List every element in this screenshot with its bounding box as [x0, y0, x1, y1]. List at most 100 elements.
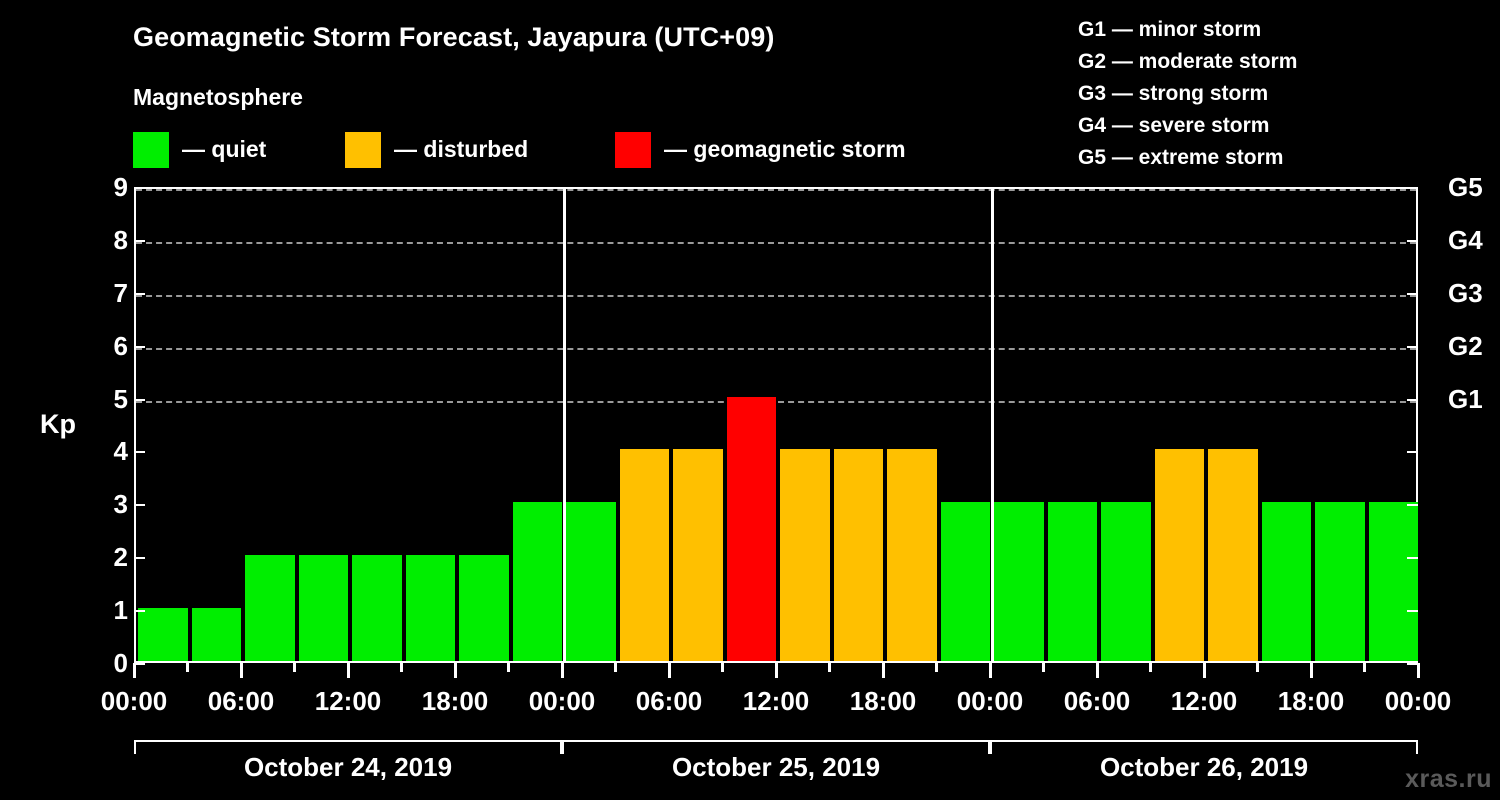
- x-tick-label-12: 00:00: [1384, 686, 1452, 716]
- kp-bar: [673, 449, 723, 661]
- day-label-2: October 25, 2019: [671, 752, 881, 782]
- x-tick-label-0: 00:00: [100, 686, 168, 716]
- x-tick-label-8: 00:00: [956, 686, 1024, 716]
- kp-bar: [887, 449, 937, 661]
- gridline-kp-9: [136, 189, 1416, 191]
- page-title: Geomagnetic Storm Forecast, Jayapura (UT…: [133, 22, 775, 52]
- x-tick-mark-9: [614, 663, 617, 672]
- x-tick-mark-15: [935, 663, 938, 672]
- day-brackets: [0, 740, 1500, 762]
- x-tick-mark-4: [346, 663, 350, 678]
- x-axis-tick-labels: 00:00 06:00 12:00 18:00 00:00 06:00 12:00 18:00…: [0, 688, 1500, 722]
- g-tick-label-G5: G5: [1448, 172, 1483, 202]
- kp-bar: [726, 396, 776, 661]
- legend-item-storm: — geomagnetic storm: [615, 132, 906, 168]
- kp-bar: [352, 555, 402, 661]
- y-tick-mark-3: [134, 504, 145, 507]
- y-tick-label-5: 5: [113, 383, 128, 414]
- g-axis-tick-labels: G1 G2 G3 G4 G5: [1428, 174, 1498, 663]
- y-tick-mark-7: [134, 292, 145, 295]
- y-tick-label-6: 6: [113, 330, 128, 361]
- kp-bar: [1315, 502, 1365, 661]
- g-scale-legend: G1 — minor storm G2 — moderate storm G3 — …: [1078, 14, 1478, 174]
- x-tick-mark-21: [1256, 663, 1259, 672]
- right-tick-mark-kp-2: [1407, 557, 1418, 560]
- g-tick-label-G4: G4: [1448, 224, 1483, 255]
- g-tick-label-G3: G3: [1448, 277, 1483, 308]
- x-tick-label-3: 18:00: [421, 686, 489, 716]
- kp-bar: [191, 608, 241, 661]
- right-tick-mark-kp-0: [1407, 663, 1418, 665]
- kp-bar: [1368, 502, 1418, 661]
- right-tick-mark-kp-1: [1407, 610, 1418, 613]
- legend-item-disturbed: — disturbed: [345, 132, 528, 168]
- legend-label-disturbed: — disturbed: [394, 135, 529, 162]
- day-bracket-3: [990, 740, 1418, 754]
- x-tick-mark-20: [1202, 663, 1206, 678]
- right-tick-mark-kp-3: [1407, 504, 1418, 507]
- y-tick-label-2: 2: [113, 542, 128, 573]
- right-tick-mark-kp-4: [1407, 451, 1418, 454]
- x-tick-label-5: 06:00: [635, 686, 703, 716]
- g-scale-item-2: G2 — moderate storm: [1078, 50, 1298, 73]
- chart-plot-area: [134, 187, 1418, 663]
- day-labels: October 24, 2019 October 25, 2019 October …: [0, 754, 1500, 794]
- legend-swatch-disturbed: [345, 132, 381, 168]
- plot-inner: [136, 189, 1418, 661]
- x-tick-mark-11: [721, 663, 724, 672]
- kp-bar: [138, 608, 188, 661]
- g-scale-item-5: G5 — extreme storm: [1078, 146, 1284, 169]
- kp-bar: [1208, 449, 1258, 661]
- legend-label-storm: — geomagnetic storm: [664, 135, 906, 162]
- kp-bar: [459, 555, 509, 661]
- kp-bars: [136, 189, 1418, 661]
- x-tick-mark-22: [1309, 663, 1313, 678]
- gridline-kp-5: [136, 400, 1416, 403]
- y-axis-title: Kp: [40, 409, 76, 439]
- y-tick-mark-6: [134, 345, 145, 348]
- gridline-kp-6: [136, 347, 1416, 350]
- kp-bar: [245, 555, 295, 661]
- kp-bar: [566, 502, 616, 661]
- x-tick-mark-5: [400, 663, 403, 672]
- y-tick-mark-4: [134, 451, 145, 454]
- right-tick-mark-kp-8: [1407, 239, 1418, 242]
- y-tick-label-3: 3: [113, 489, 128, 520]
- y-tick-mark-1: [134, 610, 145, 613]
- magnetosphere-label: Magnetosphere: [133, 84, 303, 110]
- x-tick-label-10: 12:00: [1170, 686, 1238, 716]
- y-tick-mark-2: [134, 557, 145, 560]
- day-separator-1: [562, 189, 566, 661]
- y-tick-label-1: 1: [113, 595, 128, 626]
- legend-swatch-quiet: [133, 132, 169, 168]
- g-scale-item-4: G4 — severe storm: [1078, 114, 1270, 137]
- kp-bar: [405, 555, 455, 661]
- y-axis-tick-labels: 0 1 2 3 4 5 6 7 8 9: [84, 174, 128, 676]
- kp-bar: [1154, 449, 1204, 661]
- day-bracket-2: [562, 740, 990, 754]
- x-tick-mark-6: [453, 663, 457, 678]
- x-tick-mark-18: [1095, 663, 1099, 678]
- x-tick-label-11: 18:00: [1277, 686, 1345, 716]
- legend-item-quiet: — quiet: [133, 132, 266, 168]
- x-tick-label-2: 12:00: [314, 686, 382, 716]
- x-tick-mark-8: [560, 663, 564, 678]
- y-tick-label-4: 4: [113, 436, 128, 467]
- gridline-kp-7: [136, 294, 1416, 297]
- kp-bar: [298, 555, 348, 661]
- x-tick-label-4: 00:00: [528, 686, 596, 716]
- watermark: xras.ru: [1405, 765, 1492, 793]
- y-tick-mark-5: [134, 398, 145, 401]
- kp-bar: [994, 502, 1044, 661]
- y-tick-mark-9: [134, 187, 145, 189]
- gridline-kp-8: [136, 241, 1416, 244]
- right-tick-mark-kp-6: [1407, 345, 1418, 348]
- kp-bar: [1101, 502, 1151, 661]
- x-tick-label-7: 18:00: [849, 686, 917, 716]
- y-tick-mark-8: [134, 239, 145, 242]
- kp-bar: [940, 502, 990, 661]
- y-tick-label-9: 9: [113, 172, 128, 202]
- x-tick-mark-3: [293, 663, 296, 672]
- x-tick-label-6: 12:00: [742, 686, 810, 716]
- x-tick-mark-16: [988, 663, 992, 678]
